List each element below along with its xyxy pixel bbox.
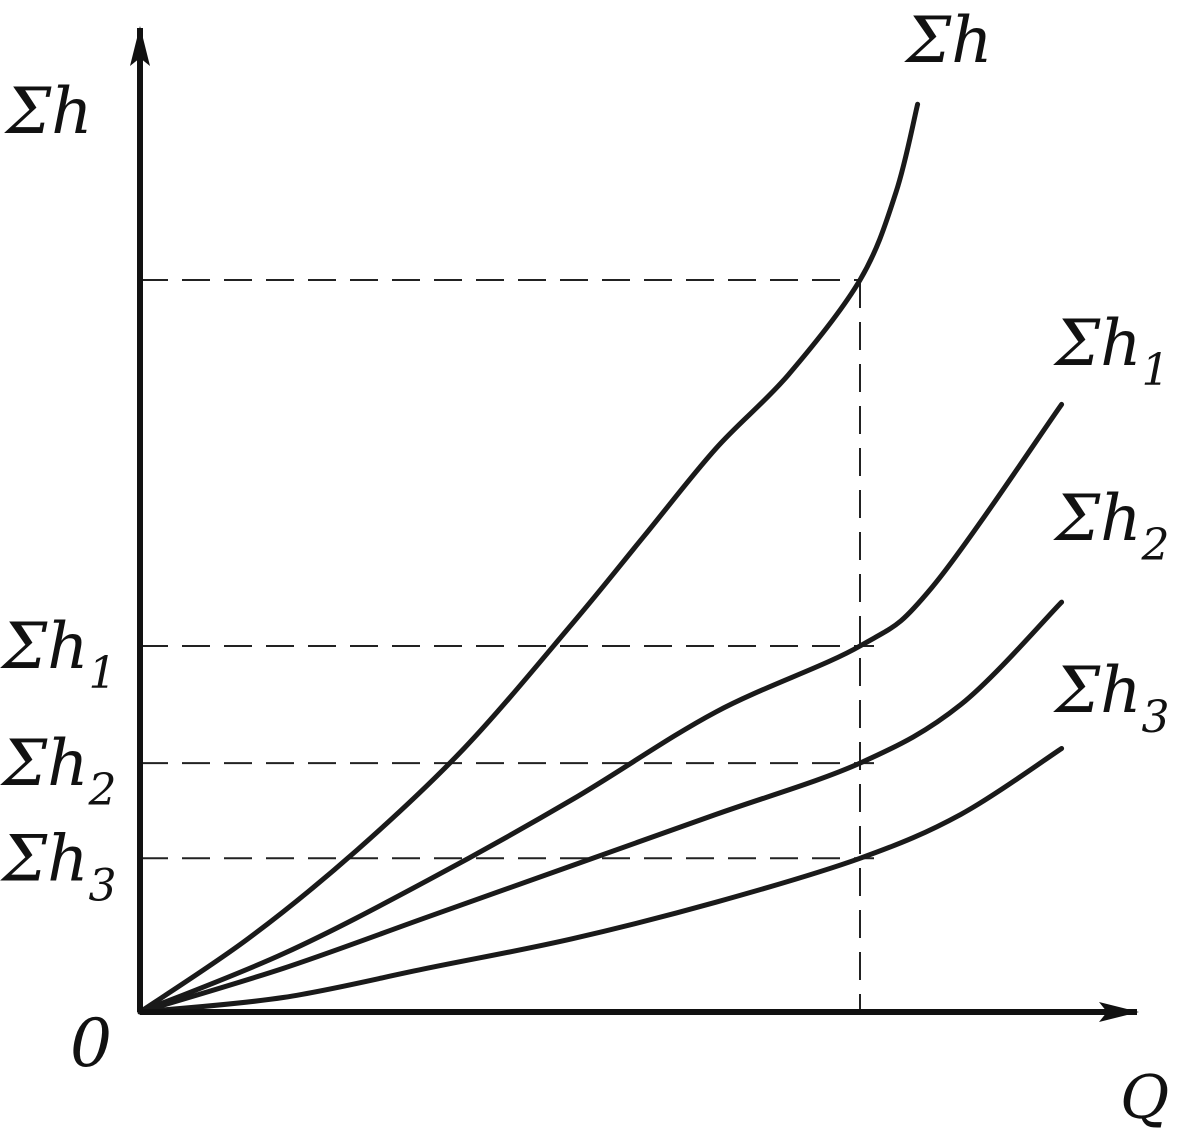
series-label-total: Σh: [904, 4, 992, 78]
series-curve-total: [137, 101, 921, 1015]
series-label-2: Σh2: [1053, 482, 1169, 571]
x-axis-label: Q: [1120, 1063, 1169, 1133]
series-label-1: Σh1: [1053, 307, 1169, 396]
guide-lines-layer: [140, 279, 874, 1012]
series-curve-2: [137, 599, 1065, 1015]
series-curve-3: [137, 746, 1065, 1015]
y-tick-label-2: Σh2: [0, 727, 116, 816]
series-label-3: Σh3: [1053, 654, 1169, 743]
labels-layer: Σh Q 0: [4, 75, 1169, 1133]
y-tick-label-3: Σh3: [0, 822, 116, 911]
axes-layer: [130, 26, 1139, 1022]
series-curve-1: [137, 401, 1065, 1015]
series-labels: Σh Σh1 Σh2 Σh3: [904, 4, 1169, 743]
curves-layer: [137, 101, 1065, 1015]
y-axis-label: Σh: [4, 75, 92, 149]
origin-label: 0: [70, 1005, 112, 1082]
y-tick-label-1: Σh1: [0, 610, 116, 699]
